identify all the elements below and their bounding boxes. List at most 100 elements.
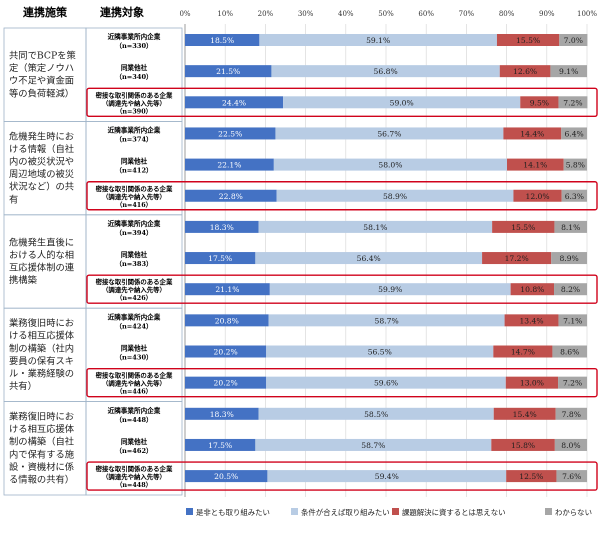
data-label: 21.5% <box>216 67 240 76</box>
row-target-name: 密接な取引関係のある企業 <box>95 90 173 99</box>
bar-segment <box>185 314 269 327</box>
x-tick-label: 30% <box>298 10 314 18</box>
bar-segment <box>493 345 553 358</box>
bar-segment <box>185 438 256 451</box>
x-tick-label: 20% <box>258 10 274 18</box>
bar-segment <box>255 438 492 451</box>
bar-segment <box>258 220 493 233</box>
bars: 18.5% 59.1% 15.5% 7.0% 21.5% 56.8% 12.6% 9.1% 24… <box>86 34 598 491</box>
bar-segment <box>554 220 587 233</box>
policy-label-line: 共同でBCPを策 <box>9 50 76 62</box>
data-label: 58.1% <box>363 223 387 232</box>
group-target-cell <box>85 401 183 496</box>
row-target-name: 近隣事業所内企業 <box>108 32 161 41</box>
data-label: 13.4% <box>519 316 543 325</box>
data-label: 12.5% <box>519 472 543 481</box>
group-policy-cell <box>3 27 87 122</box>
bar-segment <box>185 158 274 171</box>
policy-label-line: 携構築 <box>9 274 37 286</box>
bar-segment <box>505 376 559 389</box>
bar-segment <box>482 252 552 265</box>
data-label: 5.8% <box>566 161 585 170</box>
policy-label-line: 等の負荷軽減） <box>9 87 74 99</box>
legend-swatch <box>545 508 552 515</box>
policy-label-line: ウ不足や資金面 <box>9 75 74 87</box>
bar-segment <box>275 127 504 140</box>
bar-segment <box>258 407 494 420</box>
policy-label-line: ける相互応援体 <box>9 423 75 435</box>
bar-segment <box>255 252 483 265</box>
row-target-name: 密接な取引関係のある企業 <box>95 371 173 380</box>
bar-segment <box>558 376 587 389</box>
row-target-sub: （調達先や納入先等） <box>102 379 166 388</box>
policy-label-line: 要員の保有スキ <box>9 355 74 367</box>
row-target-name: 密接な取引関係のある企業 <box>95 464 173 473</box>
x-tick-label: 40% <box>338 10 354 18</box>
row-target-name: 密接な取引関係のある企業 <box>95 277 173 286</box>
bar-segment <box>559 34 588 46</box>
data-label: 17.5% <box>208 254 232 263</box>
data-label: 7.0% <box>564 36 583 45</box>
policy-label-line: 業務復旧時にお <box>9 317 74 329</box>
bar-segment <box>283 96 521 109</box>
row-n: （n=330） <box>115 42 152 50</box>
row-n: （n=430） <box>115 354 152 362</box>
data-label: 59.0% <box>390 98 414 107</box>
row-target-name: 近隣事業所内企業 <box>108 406 161 415</box>
bar-segment <box>513 189 562 202</box>
data-label: 18.3% <box>210 410 234 419</box>
bar-segment <box>185 470 268 483</box>
bar-segment <box>503 127 562 140</box>
row-n: （n=448） <box>115 416 152 424</box>
row-target-name: 近隣事業所内企業 <box>108 219 161 228</box>
data-label: 22.5% <box>218 129 242 138</box>
bar-segment <box>491 438 555 451</box>
bar-segment <box>266 376 506 389</box>
row-n: （n=426） <box>116 294 152 302</box>
data-label: 7.6% <box>562 472 581 481</box>
bar-segment <box>492 220 555 233</box>
row-target-sub: （調達先や納入先等） <box>102 285 166 294</box>
data-label: 24.4% <box>222 98 246 107</box>
bar-segment <box>556 470 587 483</box>
bar-segment <box>499 65 551 78</box>
highlight-frame <box>86 181 598 211</box>
data-label: 56.5% <box>368 348 392 357</box>
bar-segment <box>555 407 587 420</box>
row-n: （n=383） <box>115 260 152 268</box>
bar-segment <box>185 96 284 109</box>
data-label: 58.7% <box>375 316 399 325</box>
policy-label-line: ける相互応援体 <box>9 330 75 342</box>
row-target-name: 近隣事業所内企業 <box>108 312 161 321</box>
data-label: 22.8% <box>219 192 243 201</box>
data-label: 20.2% <box>214 379 238 388</box>
x-tick-label: 80% <box>499 10 515 18</box>
x-tick-label: 70% <box>459 10 475 18</box>
row-target-name: 同業他社 <box>121 344 148 353</box>
bar-segment <box>185 376 267 389</box>
bar-segment <box>520 96 559 109</box>
data-label: 58.7% <box>361 441 385 450</box>
data-label: 20.5% <box>214 472 238 481</box>
bar-segment <box>554 283 587 296</box>
bar-segment <box>185 407 259 420</box>
bar-segment <box>496 34 560 46</box>
bar-segment <box>259 34 497 46</box>
row-target-name: 同業他社 <box>121 250 148 259</box>
bar-segment <box>550 65 587 78</box>
data-label: 58.5% <box>364 410 388 419</box>
bar-segment <box>185 283 270 296</box>
policy-label-line: 互応援体制の連 <box>9 262 75 274</box>
data-label: 58.9% <box>383 192 407 201</box>
bar-segment <box>561 127 587 140</box>
row-target-name: 同業他社 <box>121 437 148 446</box>
legend: 是非とも取り組みたい 条件が合えば取り組みたい 課題解決に資するとは思えない わからな… <box>186 508 592 517</box>
x-tick-label: 10% <box>217 10 233 18</box>
data-label: 59.4% <box>375 472 399 481</box>
data-label: 15.4% <box>513 410 537 419</box>
data-label: 15.8% <box>511 441 535 450</box>
data-label: 8.6% <box>560 348 579 357</box>
data-label: 59.1% <box>366 36 390 45</box>
data-label: 17.2% <box>505 254 529 263</box>
